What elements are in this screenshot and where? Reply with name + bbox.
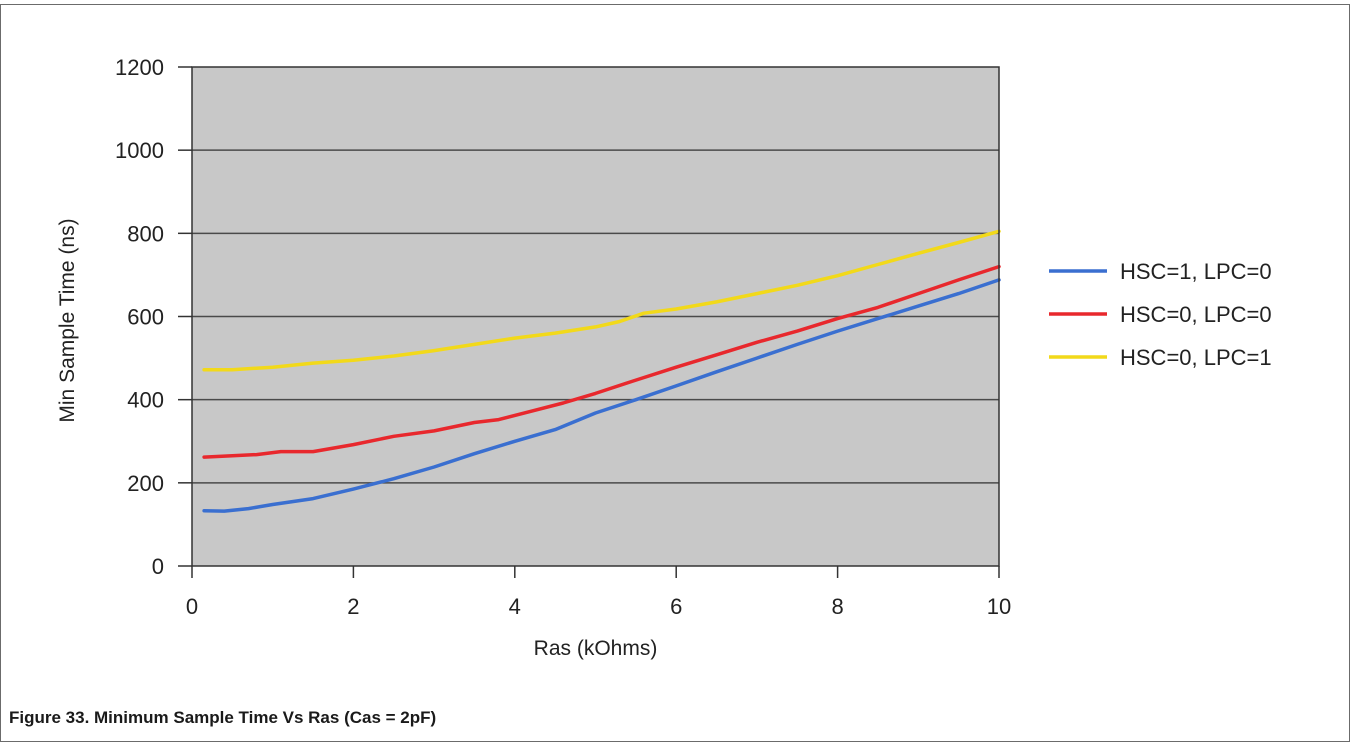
x-tick-label-4: 8: [831, 594, 843, 619]
x-tick-label-1: 2: [347, 594, 359, 619]
x-tick-label-5: 10: [987, 594, 1011, 619]
y-tick-label-2: 400: [127, 388, 164, 413]
series-line-0: [202, 278, 1001, 513]
y-tick-label-6: 1200: [115, 55, 164, 80]
y-tick-label-5: 1000: [115, 138, 164, 163]
figure-caption: Figure 33. Minimum Sample Time Vs Ras (C…: [9, 708, 437, 727]
x-tick-label-3: 6: [670, 594, 682, 619]
y-tick-label-1: 200: [127, 471, 164, 496]
series-lines: [202, 229, 1001, 513]
gridlines: [192, 149, 999, 484]
y-tick-label-3: 600: [127, 305, 164, 330]
x-axis-title: Ras (kOhms): [534, 637, 658, 660]
series-line-2: [202, 229, 1001, 372]
y-tick-label-4: 800: [127, 221, 164, 246]
series-line-1: [202, 264, 1001, 459]
legend-label-0: HSC=1, LPC=0: [1120, 259, 1272, 284]
x-tick-label-0: 0: [186, 594, 198, 619]
legend-label-2: HSC=0, LPC=1: [1120, 345, 1272, 370]
legend: HSC=1, LPC=0 HSC=0, LPC=0 HSC=0, LPC=1: [1049, 259, 1272, 370]
x-tick-label-2: 4: [509, 594, 521, 619]
axes: 0 200 400 600 800 1000 1200 0 2 4 6 8 10: [115, 55, 1011, 619]
y-axis-title: Min Sample Time (ns): [56, 218, 79, 422]
y-tick-label-0: 0: [152, 554, 164, 579]
legend-label-1: HSC=0, LPC=0: [1120, 302, 1272, 327]
